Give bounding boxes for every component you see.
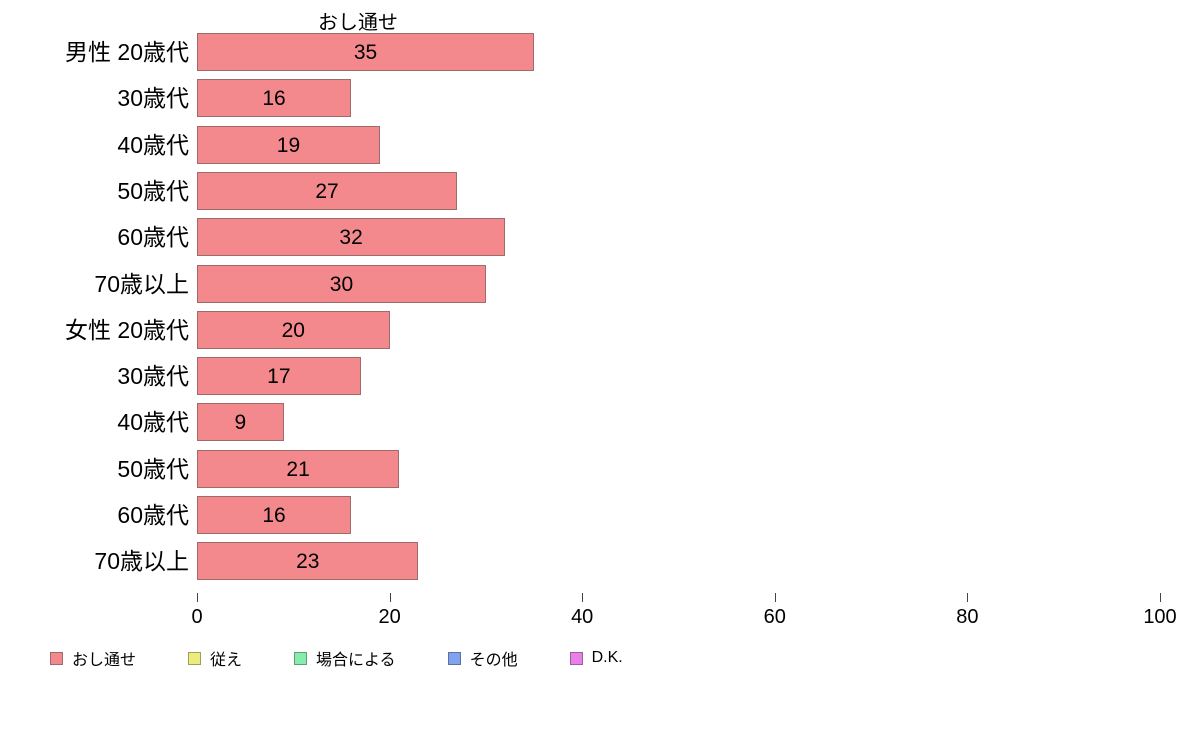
x-tick-label: 20 (378, 606, 401, 628)
legend-label: 場合による (316, 652, 396, 669)
bar-value-label: 30 (329, 272, 354, 296)
plot-area: 男性 20歳代 35 30歳代 16 40歳代 19 50歳代 27 60歳代 32 70歳以上 30… (0, 33, 1188, 593)
chart-row: 30歳代 16 (0, 79, 1188, 125)
bar: 35 (197, 33, 535, 71)
legend-item: D.K. (569, 649, 623, 667)
bar-value-label: 35 (353, 41, 378, 64)
chart-row: 50歳代 27 (0, 171, 1188, 218)
bar: 20 (197, 310, 390, 349)
category-label: 30歳代 (117, 85, 189, 112)
chart-row: 30歳代 17 (0, 357, 1188, 403)
chart-row: 40歳代 9 (0, 403, 1188, 449)
chart-row: 男性 20歳代 35 (0, 33, 1188, 79)
legend: おし通せ 従え 場合による その他 D.K. (50, 646, 623, 670)
chart-row: 女性 20歳代 20 (0, 310, 1188, 357)
x-tick-mark (582, 593, 584, 602)
bar: 30 (197, 264, 486, 303)
legend-label: おし通せ (72, 652, 137, 669)
legend-swatch (294, 651, 308, 665)
category-label: 70歳以上 (94, 548, 189, 575)
legend-swatch (188, 651, 202, 665)
category-label: 50歳代 (117, 455, 189, 482)
bar: 17 (197, 357, 361, 396)
bar-value-label: 23 (296, 550, 320, 574)
legend-swatch (50, 651, 63, 665)
chart-row: 60歳代 32 (0, 218, 1188, 264)
bar: 23 (197, 542, 419, 581)
category-label: 60歳代 (117, 224, 189, 251)
bar-value-label: 9 (234, 411, 247, 435)
bar: 9 (197, 403, 284, 442)
chart-row: 70歳以上 23 (0, 542, 1188, 588)
chart-row: 50歳代 21 (0, 449, 1188, 496)
bar-value-label: 20 (281, 318, 305, 342)
chart-row: 40歳代 19 (0, 125, 1188, 172)
bar: 19 (197, 125, 380, 164)
x-tick-mark (1160, 593, 1161, 602)
x-tick-label: 100 (1143, 606, 1177, 628)
legend-label: 従え (210, 652, 243, 669)
x-tick-mark (967, 593, 969, 602)
legend-item: 従え (188, 646, 242, 670)
legend-swatch (447, 651, 461, 665)
bar-value-label: 17 (267, 365, 291, 389)
x-tick-mark (197, 593, 198, 602)
x-tick-mark (774, 593, 776, 602)
x-tick-label: 0 (191, 606, 203, 628)
bar-value-label: 19 (276, 133, 301, 157)
bar: 16 (197, 79, 352, 118)
legend-item: おし通せ (50, 646, 136, 670)
category-label: 30歳代 (117, 363, 189, 390)
x-tick-label: 60 (763, 606, 786, 628)
bar-value-label: 16 (262, 504, 286, 527)
legend-label: D.K. (591, 649, 623, 666)
category-label: 男性 20歳代 (65, 39, 189, 65)
bar-value-label: 21 (286, 457, 310, 481)
legend-label: その他 (469, 652, 518, 669)
chart-title: おし通せ (318, 12, 398, 34)
category-label: 40歳代 (117, 409, 189, 436)
category-label: 女性 20歳代 (65, 316, 189, 343)
x-tick-label: 80 (956, 606, 979, 628)
bar-value-label: 32 (339, 226, 363, 250)
bar: 21 (197, 449, 400, 488)
category-label: 60歳代 (117, 502, 189, 528)
bar: 16 (197, 496, 352, 534)
category-label: 50歳代 (117, 177, 189, 204)
x-tick-label: 40 (571, 606, 594, 628)
chart-row: 70歳以上 30 (0, 264, 1188, 311)
chart-row: 60歳代 16 (0, 496, 1188, 542)
category-label: 70歳以上 (94, 270, 189, 297)
legend-item: その他 (447, 646, 518, 670)
legend-swatch (569, 651, 583, 665)
bar: 32 (197, 218, 506, 257)
bar-value-label: 27 (315, 179, 339, 203)
category-label: 40歳代 (117, 131, 189, 158)
legend-item: 場合による (294, 646, 396, 670)
bar-value-label: 16 (262, 87, 286, 111)
bar: 27 (197, 171, 457, 210)
x-tick-mark (389, 593, 391, 602)
